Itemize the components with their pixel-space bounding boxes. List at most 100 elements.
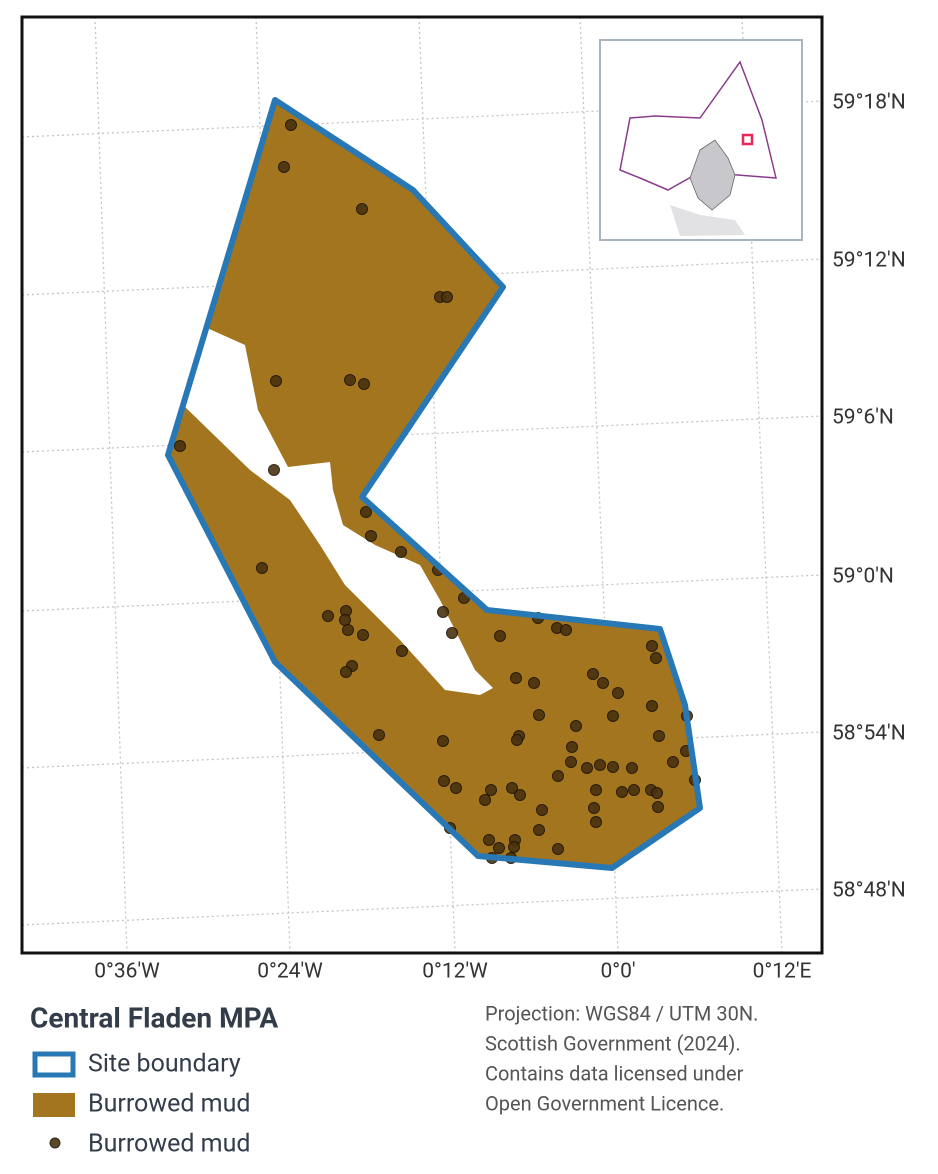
burrowed-mud-point — [506, 782, 518, 794]
inset-land — [670, 205, 745, 236]
parallel — [21, 415, 823, 453]
burrowed-mud-point — [256, 562, 268, 574]
legend-label: Site boundary — [88, 1050, 241, 1079]
burrowed-mud-point — [565, 756, 577, 768]
burrowed-mud-point — [479, 794, 491, 806]
burrowed-mud-point — [612, 687, 624, 699]
burrowed-mud-point — [322, 610, 334, 622]
burrowed-mud-point — [340, 666, 352, 678]
burrowed-mud-point — [651, 787, 663, 799]
burrowed-mud-point — [590, 816, 602, 828]
burrowed-mud-point — [510, 672, 522, 684]
burrowed-mud-point — [628, 784, 640, 796]
parallel — [21, 888, 823, 926]
burrowed-mud-point — [285, 119, 297, 131]
burrowed-mud-point — [344, 374, 356, 386]
inset-frame — [599, 39, 803, 241]
burrowed-mud-point — [441, 291, 453, 303]
burrowed-mud-point — [594, 759, 606, 771]
burrowed-mud-point — [590, 784, 602, 796]
burrowed-mud-point — [373, 729, 385, 741]
inset-boundary — [619, 60, 777, 191]
legend-swatch — [49, 1137, 61, 1149]
legend-swatch — [33, 1093, 75, 1117]
burrowed-mud-point — [587, 668, 599, 680]
burrowed-mud-point — [570, 720, 582, 732]
lat-label: 59°0'N — [832, 565, 894, 589]
burrowed-mud-point — [650, 652, 662, 664]
inset-map — [599, 39, 803, 241]
burrowed-mud-point — [653, 730, 665, 742]
map-frame — [20, 15, 824, 955]
burrowed-mud-point — [533, 824, 545, 836]
burrowed-mud-point — [339, 614, 351, 626]
burrowed-mud-point — [174, 440, 186, 452]
lon-label: 0°36'W — [94, 960, 160, 984]
inset-site-marker — [741, 133, 754, 146]
burrowed-mud-point — [536, 804, 548, 816]
burrowed-mud-point — [342, 624, 354, 636]
burrowed-mud-point — [494, 630, 506, 642]
legend-label: Burrowed mud — [88, 1090, 250, 1119]
lat-label: 58°48'N — [832, 879, 906, 903]
meridian — [94, 16, 128, 954]
inset-scotland — [689, 139, 736, 211]
burrowed-mud-point — [493, 842, 505, 854]
burrowed-mud-point — [552, 770, 564, 782]
burrowed-mud-point — [528, 677, 540, 689]
burrowed-mud-point — [485, 784, 497, 796]
parallel — [21, 100, 823, 138]
lon-label: 0°12'W — [422, 960, 488, 984]
unmapped-gap — [183, 328, 493, 695]
burrowed-mud-point — [626, 762, 638, 774]
lon-label: 0°24'W — [257, 960, 323, 984]
lat-label: 59°12'N — [832, 249, 906, 273]
burrowed-mud-point — [396, 645, 408, 657]
legend-title: Central Fladen MPA — [30, 1001, 278, 1034]
burrowed-mud-point — [646, 700, 658, 712]
burrowed-mud-point — [438, 775, 450, 787]
burrowed-mud-point — [566, 741, 578, 753]
burrowed-mud-point — [270, 375, 282, 387]
note-line: Scottish Government (2024). — [485, 1031, 741, 1055]
burrowed-mud-point — [607, 761, 619, 773]
burrowed-mud-point — [360, 506, 372, 518]
burrowed-mud-point — [508, 841, 520, 853]
burrowed-mud-point — [533, 709, 545, 721]
burrowed-mud-point — [357, 629, 369, 641]
burrowed-mud-point — [581, 762, 593, 774]
legend-label: Burrowed mud — [88, 1130, 250, 1159]
legend-swatch — [32, 1051, 76, 1078]
burrowed-mud-point — [616, 786, 628, 798]
burrowed-mud-point — [365, 530, 377, 542]
lon-label: 0°0' — [600, 960, 635, 984]
burrowed-mud-point — [597, 677, 609, 689]
note-line: Projection: WGS84 / UTM 30N. — [485, 1001, 758, 1025]
burrowed-mud-point — [511, 734, 523, 746]
burrowed-mud-point — [646, 640, 658, 652]
site-boundary — [165, 97, 703, 871]
burrowed-mud-point — [450, 782, 462, 794]
burrowed-mud-point — [483, 834, 495, 846]
lon-label: 0°12'E — [753, 960, 812, 984]
burrowed-mud-point — [437, 606, 449, 618]
burrowed-mud-point — [278, 161, 290, 173]
burrowed-mud-point — [268, 464, 280, 476]
burrowed-mud-point — [356, 203, 368, 215]
burrowed-mud-point — [588, 802, 600, 814]
lat-label: 58°54'N — [832, 722, 906, 746]
burrowed-mud-point — [514, 789, 526, 801]
burrowed-mud-point — [652, 801, 664, 813]
burrowed-mud-point — [607, 710, 619, 722]
lat-label: 59°6'N — [832, 406, 894, 430]
burrowed-mud-point — [667, 756, 679, 768]
lat-label: 59°18'N — [832, 91, 906, 115]
burrowed-mud-point — [446, 627, 458, 639]
burrowed-mud-point — [437, 735, 449, 747]
burrowed-mud-area — [168, 100, 700, 868]
burrowed-mud-point — [358, 378, 370, 390]
note-line: Contains data licensed under — [485, 1061, 744, 1085]
note-line: Open Government Licence. — [485, 1091, 724, 1115]
burrowed-mud-point — [560, 624, 572, 636]
